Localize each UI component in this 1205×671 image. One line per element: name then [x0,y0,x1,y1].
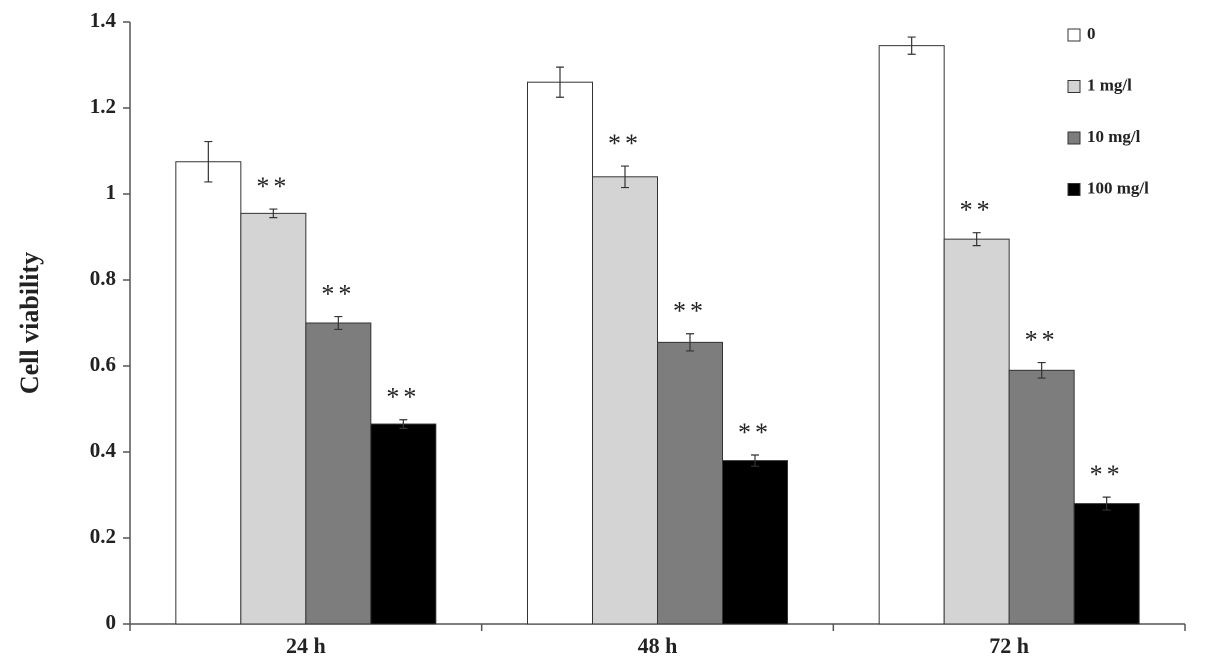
significance-label: ** [608,129,642,158]
bar [722,460,788,625]
y-axis-label: Cell viability [15,252,44,394]
error-bar [269,208,278,219]
error-bar [686,333,694,352]
error-bar [972,232,981,247]
legend-swatch [1067,183,1081,196]
legend-label: 10 mg/l [1087,127,1141,146]
x-tick-label: 72 h [989,633,1029,658]
significance-label: ** [738,418,772,447]
error-bar [204,140,213,183]
y-tick-label: 0.6 [90,352,116,376]
y-tick-label: 1 [106,180,117,204]
bar [527,81,593,625]
bar [370,423,437,625]
y-tick-label: 0.2 [90,524,116,548]
y-tick-label: 0.4 [90,438,117,462]
significance-label: ** [256,172,290,201]
bar [657,341,723,625]
significance-label: ** [960,196,994,225]
significance-label: ** [1025,326,1059,355]
error-bar [1102,496,1111,511]
bar [305,322,372,625]
error-bar [399,419,408,429]
bar [878,45,945,625]
significance-label: ** [321,280,355,309]
error-bar [334,315,343,331]
error-bar [907,36,916,55]
y-tick-label: 1.4 [90,8,117,32]
error-bar [621,165,629,189]
bar [1073,503,1140,625]
legend-swatch [1067,80,1081,93]
legend-swatch [1067,28,1081,42]
significance-label: ** [673,297,707,326]
x-tick-label: 48 h [638,633,678,658]
error-bar [556,66,564,98]
y-tick-label: 1.2 [90,94,116,118]
x-tick-label: 24 h [286,633,326,658]
bar [1008,369,1075,625]
legend-label: 1 mg/l [1087,75,1132,94]
bar [240,212,307,625]
significance-label: ** [1090,460,1124,489]
bar [175,161,242,625]
error-bar [751,454,759,467]
bar [592,176,658,625]
legend-label: 100 mg/l [1087,178,1149,197]
y-tick-label: 0.8 [90,266,116,290]
bar [943,238,1010,625]
y-tick-label: 0 [106,610,117,634]
legend-swatch [1067,131,1081,145]
error-bar [1037,361,1046,379]
legend-label: 0 [1087,24,1096,43]
significance-label: ** [386,383,420,412]
